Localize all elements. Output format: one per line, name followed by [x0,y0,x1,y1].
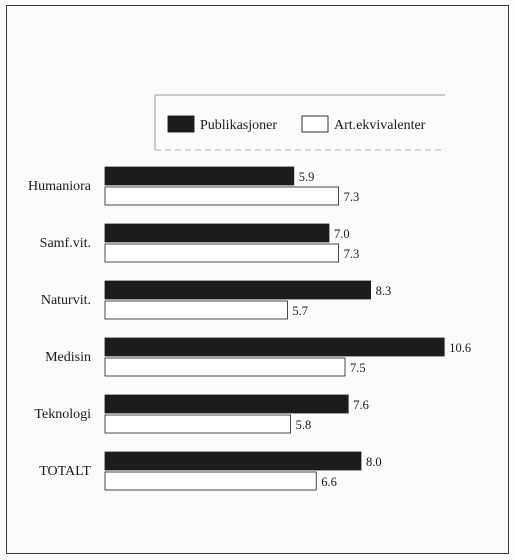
category-label-teknologi: Teknologi [34,407,91,422]
value-label-publikasjoner-humaniora: 5.9 [299,170,315,184]
bar-publikasjoner-naturvit [104,280,372,300]
bar-publikasjoner-humaniora [104,166,295,186]
legend-swatch-art-ekvivalenter [301,115,329,133]
value-label-art-ekvivalenter-medisin: 7.5 [350,361,366,375]
value-label-publikasjoner-totalt: 8.0 [366,455,382,469]
category-label-naturvit: Naturvit. [41,293,91,308]
bar-art-ekvivalenter-medisin [104,357,346,377]
bar-art-ekvivalenter-totalt [104,471,317,491]
category-label-humaniora: Humaniora [28,179,92,194]
value-label-art-ekvivalenter-humaniora: 7.3 [344,190,360,204]
value-labels: 5.9 7.3 7.0 7.3 8.3 5.7 10.6 7.5 7.6 5.8 8.0 6.6 [292,170,471,489]
bar-publikasjoner-medisin [104,337,445,357]
value-label-art-ekvivalenter-teknologi: 5.8 [296,418,312,432]
chart-legend: Publikasjoner Art.ekvivalenter [154,94,445,151]
value-label-art-ekvivalenter-samf-vit: 7.3 [344,247,360,261]
value-label-publikasjoner-teknologi: 7.6 [353,398,369,412]
value-label-publikasjoner-naturvit: 8.3 [376,284,392,298]
bar-art-ekvivalenter-naturvit [104,300,288,320]
category-label-medisin: Medisin [45,350,91,365]
bar-art-ekvivalenter-humaniora [104,186,340,206]
bar-publikasjoner-totalt [104,451,362,471]
legend-label-publikasjoner: Publikasjoner [200,118,277,133]
value-label-publikasjoner-samf-vit: 7.0 [334,227,350,241]
bar-publikasjoner-samf-vit [104,223,330,243]
value-label-art-ekvivalenter-totalt: 6.6 [321,475,337,489]
chart-bars [104,166,445,491]
category-label-samf-vit: Samf.vit. [40,236,91,251]
category-labels: Humaniora Samf.vit. Naturvit. Medisin Teknol… [28,179,92,479]
value-label-publikasjoner-medisin: 10.6 [449,341,471,355]
category-label-totalt: TOTALT [39,464,91,479]
bar-publikasjoner-teknologi [104,394,349,414]
bar-art-ekvivalenter-samf-vit [104,243,340,263]
bar-art-ekvivalenter-teknologi [104,414,292,434]
legend-label-art-ekvivalenter: Art.ekvivalenter [334,118,426,133]
value-label-art-ekvivalenter-naturvit: 5.7 [292,304,308,318]
legend-swatch-publikasjoner [167,115,195,133]
